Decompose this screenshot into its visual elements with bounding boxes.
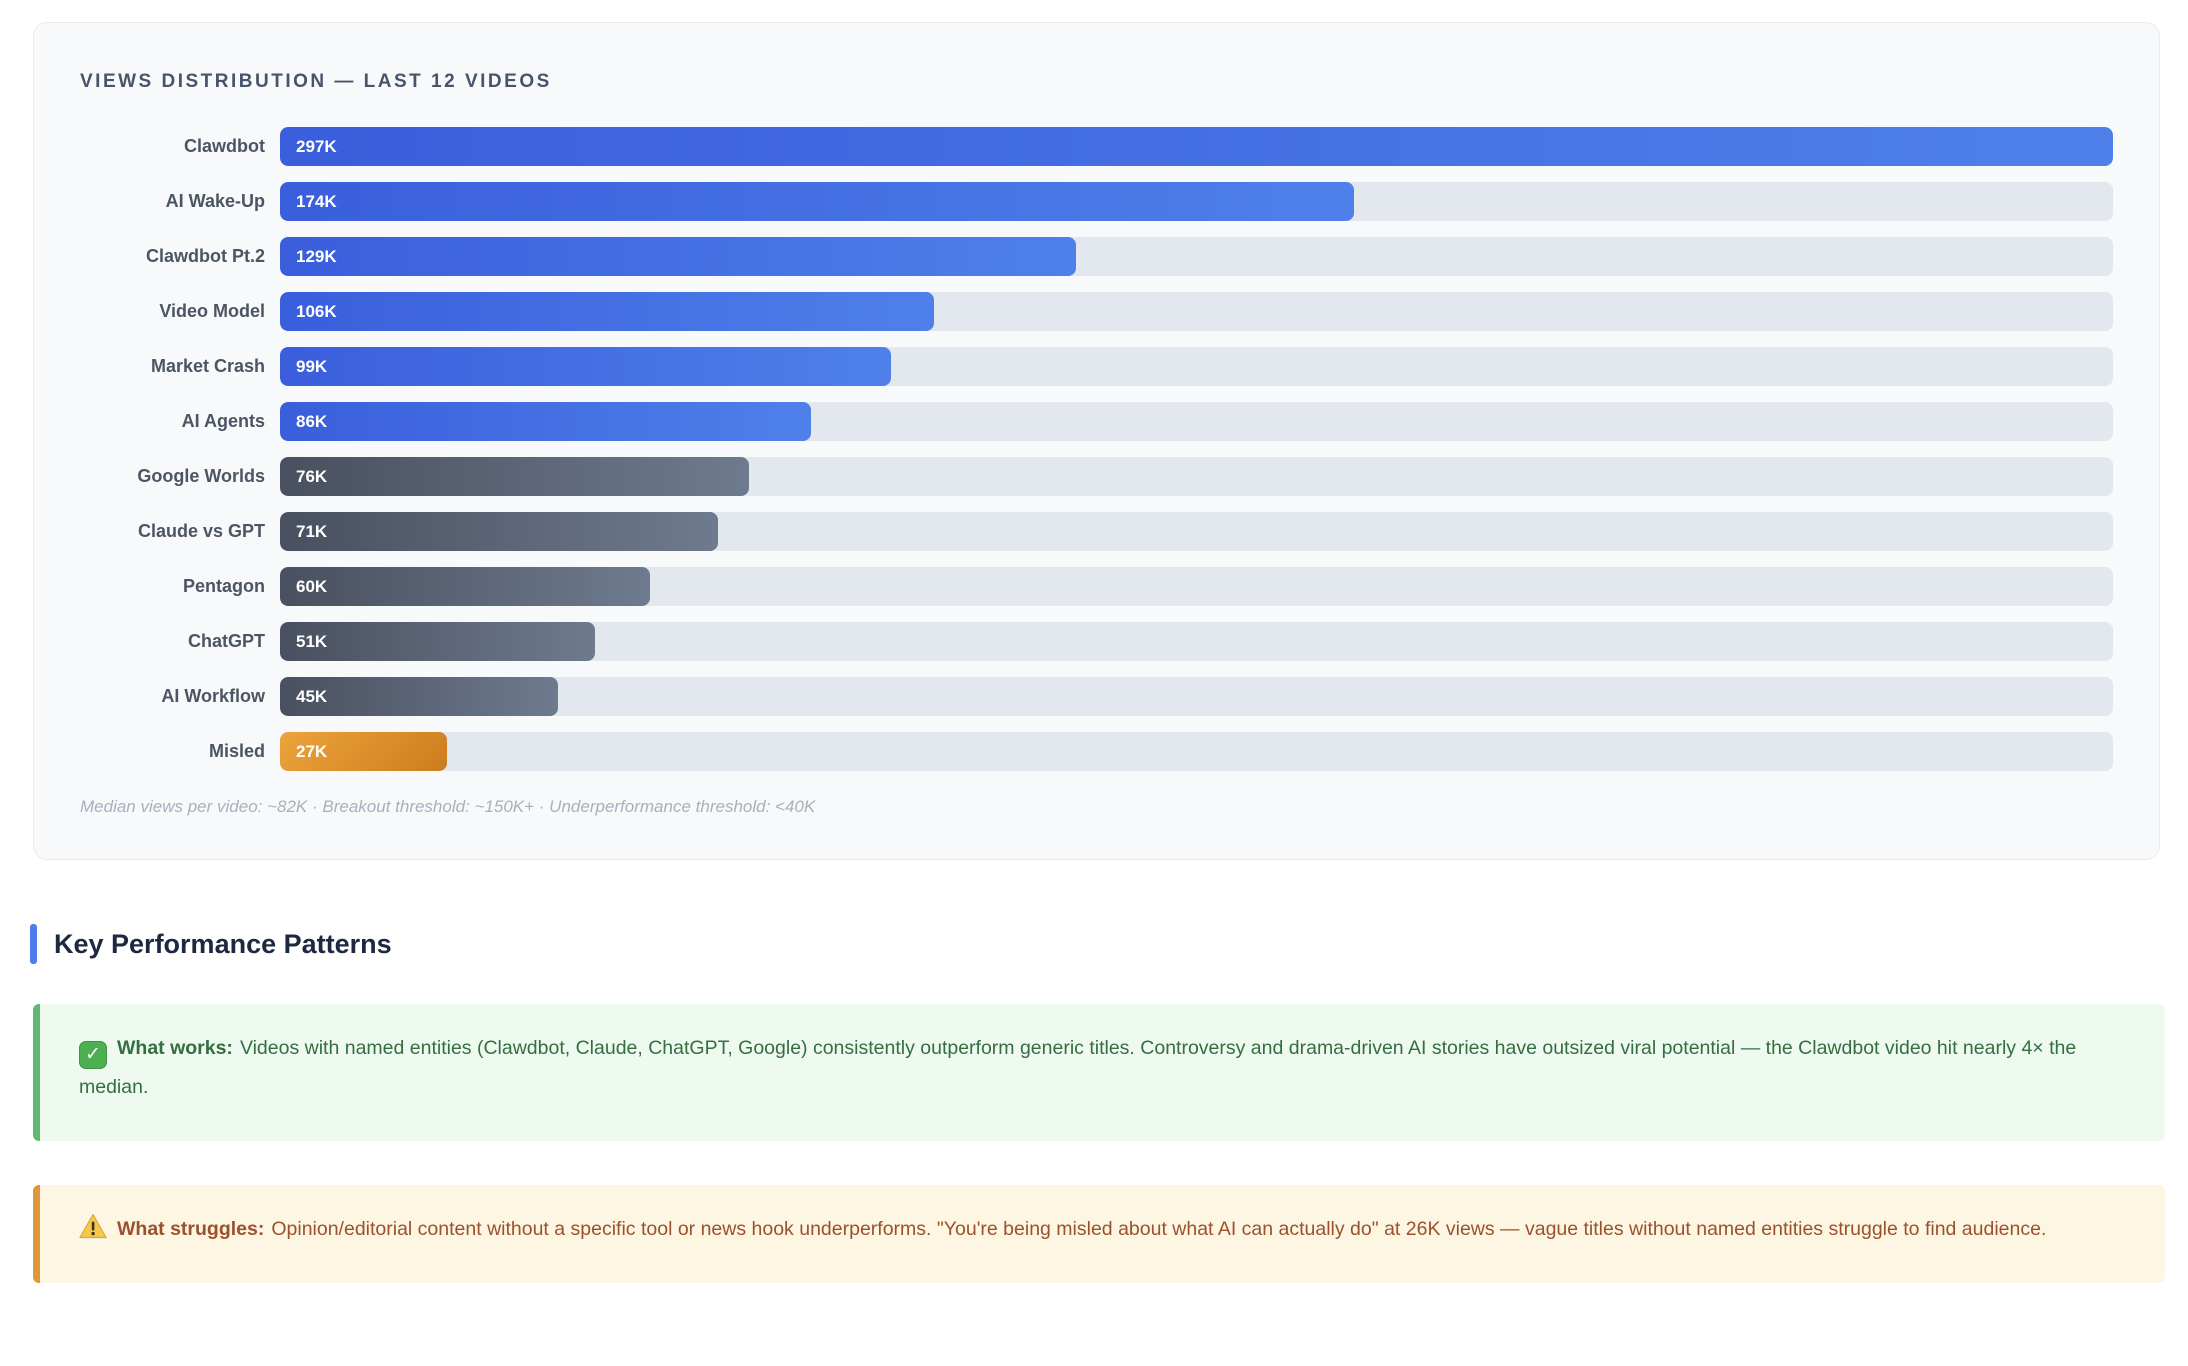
bar: 129K [280,237,1077,276]
chart-footnote: Median views per video: ~82K · Breakout … [80,797,816,816]
bar-row: AI Workflow 45K [80,677,2113,716]
bar-value-label: 297K [296,136,337,156]
bar: 297K [280,127,2113,166]
bar: 45K [280,677,558,716]
bar-row: Misled 27K [80,732,2113,771]
bar-row: Google Worlds 76K [80,457,2113,496]
bar-row-label: AI Agents [181,411,265,431]
bar-row: AI Agents 86K [80,402,2113,441]
bar-track: 174K [280,182,2113,221]
bar-track: 51K [280,622,2113,661]
bar-row: Claude vs GPT 71K [80,512,2113,551]
bar-value-label: 27K [296,741,328,761]
warning-icon [79,1213,107,1239]
callout-warning-label: What struggles: [117,1218,265,1240]
bar: 27K [280,732,447,771]
bar-row: Video Model 106K [80,292,2113,331]
heading-accent-bar [30,924,37,964]
bar: 71K [280,512,719,551]
bar-value-label: 71K [296,521,328,541]
bar-track: 86K [280,402,2113,441]
bar-value-label: 60K [296,576,328,596]
bar-row: Clawdbot Pt.2 129K [80,237,2113,276]
bar-row-label: AI Wake-Up [165,191,265,211]
bar-row-label: Google Worlds [137,466,265,486]
bar-row-label: Pentagon [182,576,265,596]
bar-row: ChatGPT 51K [80,622,2113,661]
bar-value-label: 99K [296,356,328,376]
bar-track: 71K [280,512,2113,551]
bar-row: Clawdbot 297K [80,127,2113,166]
bar-row-label: Clawdbot [184,136,265,156]
bar-row: Pentagon 60K [80,567,2113,606]
bar-track: 60K [280,567,2113,606]
page: VIEWS DISTRIBUTION — LAST 12 VIDEOS Claw… [0,22,2188,1283]
bar: 99K [280,347,891,386]
callout-what-struggles: What struggles: Opinion/editorial content… [33,1185,2165,1283]
bar-value-label: 129K [296,246,337,266]
callout-success-text: Videos with named entities (Clawdbot, Cl… [79,1037,2077,1098]
check-icon: ✓ [79,1041,107,1069]
bar-value-label: 106K [296,301,337,321]
bar-track: 27K [280,732,2113,771]
bar-row: Market Crash 99K [80,347,2113,386]
section-heading: Key Performance Patterns [30,924,2188,964]
bar: 51K [280,622,595,661]
bar-row: AI Wake-Up 174K [80,182,2113,221]
bar-track: 297K [280,127,2113,166]
callout-what-works: ✓ What works: Videos with named entities (… [33,1004,2165,1141]
chart-title: VIEWS DISTRIBUTION — LAST 12 VIDEOS [80,71,552,92]
bar: 76K [280,457,750,496]
bar-track: 129K [280,237,2113,276]
bar-track: 106K [280,292,2113,331]
bar: 86K [280,402,811,441]
bar-track: 76K [280,457,2113,496]
bar-value-label: 174K [296,191,337,211]
bar-row-label: Misled [208,741,265,761]
bar-track: 99K [280,347,2113,386]
bar-row-label: ChatGPT [187,631,265,651]
bar-value-label: 51K [296,631,328,651]
views-distribution-card: VIEWS DISTRIBUTION — LAST 12 VIDEOS Claw… [33,22,2160,860]
bar-value-label: 76K [296,466,328,486]
bar-row-label: Clawdbot Pt.2 [145,246,265,266]
bar: 106K [280,292,935,331]
bar-value-label: 86K [296,411,328,431]
bar-row-label: AI Workflow [161,686,265,706]
callout-warning-text: Opinion/editorial content without a spec… [271,1218,2047,1240]
callout-success-label: What works: [117,1037,233,1059]
bar-track: 45K [280,677,2113,716]
bar-rows: Clawdbot 297K AI Wake-Up 174K Clawdbot P… [80,127,2113,771]
bar-value-label: 45K [296,686,328,706]
bar-row-label: Claude vs GPT [137,521,265,541]
bar: 60K [280,567,651,606]
section-heading-text: Key Performance Patterns [54,928,392,959]
bar-row-label: Market Crash [150,356,265,376]
bar-row-label: Video Model [159,301,265,321]
bar: 174K [280,182,1354,221]
